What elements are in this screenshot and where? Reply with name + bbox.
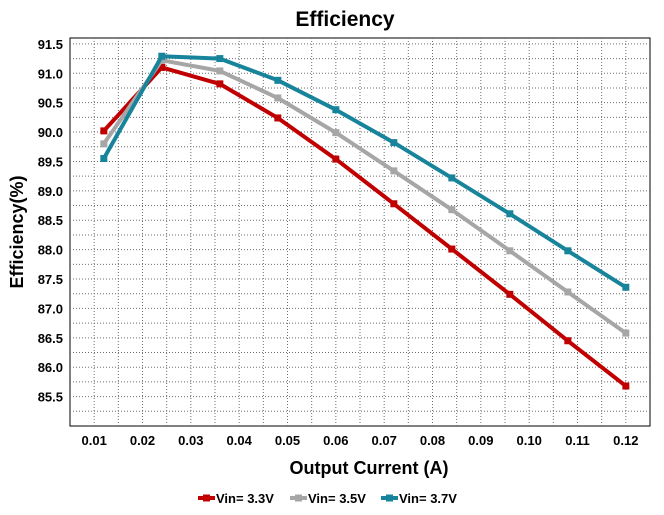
data-point <box>622 382 630 390</box>
x-tick-label: 0.09 <box>468 433 493 448</box>
legend-marker <box>295 494 302 502</box>
grid <box>70 38 650 426</box>
y-tick-label: 88.0 <box>38 243 63 258</box>
y-tick-label: 89.5 <box>38 154 63 169</box>
y-tick-label: 90.5 <box>38 96 63 111</box>
legend-item: Vin= 3.7V <box>381 491 457 506</box>
y-tick-label: 87.5 <box>38 272 63 287</box>
data-point <box>100 127 108 135</box>
data-point <box>274 76 282 84</box>
data-point <box>390 167 398 175</box>
legend-item: Vin= 3.3V <box>198 491 274 506</box>
series-line <box>102 54 627 289</box>
data-point <box>448 174 456 182</box>
data-point <box>332 155 340 163</box>
legend-item: Vin= 3.5V <box>290 491 366 506</box>
data-point <box>274 94 282 102</box>
y-tick-label: 86.0 <box>38 360 63 375</box>
y-tick-label: 91.0 <box>38 66 63 81</box>
y-tick-label: 89.0 <box>38 184 63 199</box>
data-point <box>622 329 630 337</box>
y-tick-label: 87.0 <box>38 301 63 316</box>
x-tick-label: 0.06 <box>323 433 348 448</box>
data-point <box>100 140 108 148</box>
data-point <box>506 290 514 298</box>
data-point <box>448 245 456 253</box>
x-tick-label: 0.07 <box>372 433 397 448</box>
legend-label: Vin= 3.7V <box>399 491 457 506</box>
data-point <box>332 129 340 137</box>
legend-label: Vin= 3.3V <box>216 491 274 506</box>
x-axis-title: Output Current (A) <box>290 458 449 478</box>
data-point <box>332 106 340 114</box>
data-point <box>506 247 514 255</box>
data-point <box>158 52 166 60</box>
data-point <box>564 247 572 255</box>
legend: Vin= 3.3V Vin= 3.5V Vin= 3.7V <box>198 491 457 506</box>
y-tick-label: 85.5 <box>38 390 63 405</box>
y-tick-label: 86.5 <box>38 331 63 346</box>
series-lines <box>100 52 630 390</box>
data-point <box>158 56 166 64</box>
data-point <box>564 337 572 345</box>
data-point <box>390 139 398 147</box>
x-tick-label: 0.04 <box>227 433 253 448</box>
x-tick-label: 0.01 <box>82 433 107 448</box>
series-line <box>102 65 628 388</box>
data-point <box>216 55 224 63</box>
y-axis-title: Efficiency(%) <box>7 175 27 288</box>
data-point <box>506 210 514 218</box>
data-point <box>274 114 282 122</box>
x-tick-label: 0.11 <box>565 433 590 448</box>
y-tick-label: 91.5 <box>38 37 63 52</box>
series-line <box>102 58 627 335</box>
data-point <box>216 67 224 75</box>
x-tick-label: 0.12 <box>613 433 638 448</box>
plot-area <box>69 37 651 427</box>
y-tick-label: 88.5 <box>38 213 63 228</box>
legend-marker <box>203 494 210 502</box>
chart-title: Efficiency <box>295 8 395 31</box>
x-tick-label: 0.10 <box>517 433 542 448</box>
legend-marker <box>386 494 393 502</box>
tick-labels: 0.01 0.02 0.03 0.04 0.05 0.06 0.07 0.08 0.09 0.10… <box>38 37 639 448</box>
data-point <box>100 155 108 163</box>
x-tick-label: 0.03 <box>178 433 203 448</box>
legend-label: Vin= 3.5V <box>308 491 366 506</box>
y-tick-label: 90.0 <box>38 125 63 140</box>
x-tick-label: 0.08 <box>420 433 445 448</box>
data-point <box>216 80 224 88</box>
data-point <box>564 288 572 296</box>
x-tick-label: 0.02 <box>130 433 155 448</box>
data-point <box>622 283 630 291</box>
data-point <box>390 200 398 208</box>
data-point <box>448 206 456 214</box>
x-tick-label: 0.05 <box>275 433 300 448</box>
data-point <box>158 63 166 71</box>
